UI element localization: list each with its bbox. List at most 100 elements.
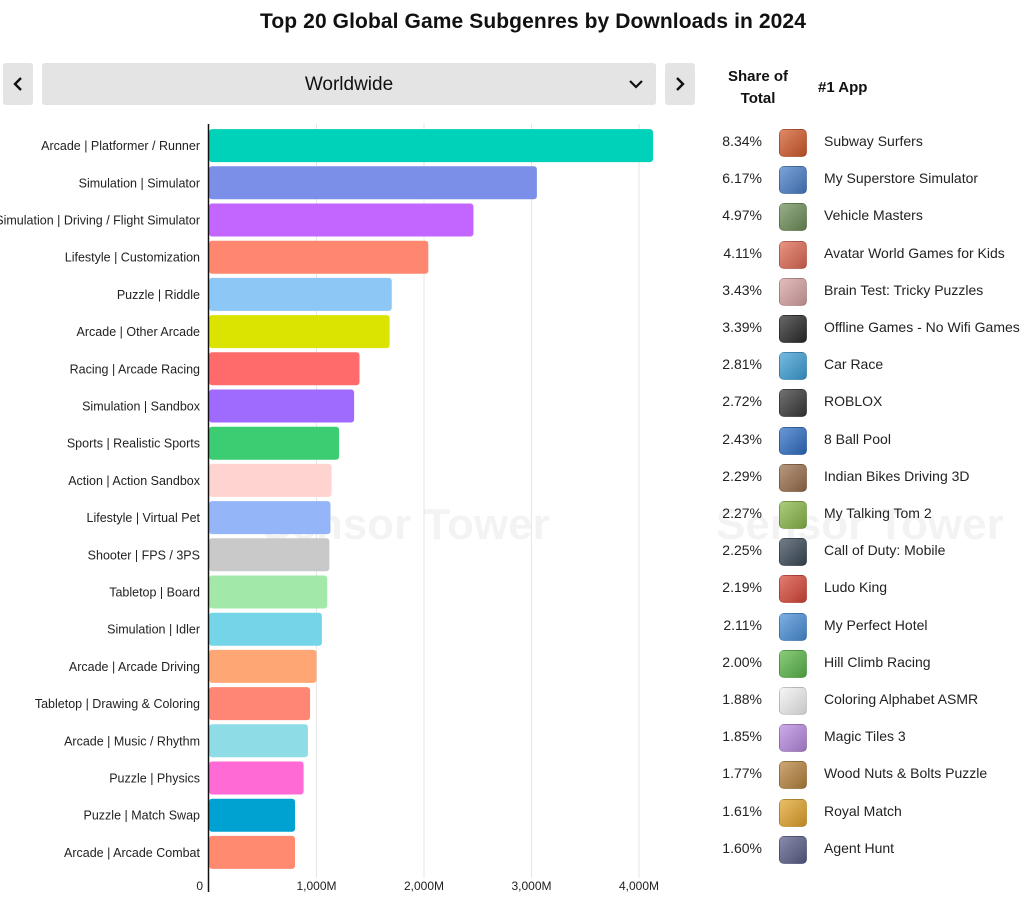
table-row: 4.11% Avatar World Games for Kids <box>720 235 1024 272</box>
share-value: 6.17% <box>722 170 762 187</box>
app-name[interactable]: Ludo King <box>824 579 888 596</box>
bar[interactable] <box>209 203 474 237</box>
bar[interactable] <box>209 129 653 163</box>
table-row: 3.39% Offline Games - No Wifi Games <box>720 309 1024 346</box>
share-value: 2.72% <box>722 393 762 410</box>
my-perfect-hotel-icon <box>779 612 807 641</box>
app-name[interactable]: Magic Tiles 3 <box>824 728 906 745</box>
table-row: 2.19% Ludo King <box>720 569 1024 606</box>
app-name[interactable]: ROBLOX <box>824 393 883 410</box>
app-name[interactable]: Call of Duty: Mobile <box>824 542 946 559</box>
bar[interactable] <box>209 798 295 832</box>
table-row: 1.60% Agent Hunt <box>720 830 1024 867</box>
table-row: 3.43% Brain Test: Tricky Puzzles <box>720 272 1024 309</box>
app-name[interactable]: Offline Games - No Wifi Games <box>824 319 1020 335</box>
share-value: 4.11% <box>723 244 762 261</box>
category-label: Puzzle | Riddle <box>117 288 200 302</box>
table-row: 2.25% Call of Duty: Mobile <box>720 532 1024 569</box>
table-row: 2.11% My Perfect Hotel <box>720 607 1024 644</box>
bar[interactable] <box>209 166 537 200</box>
bar[interactable] <box>209 463 332 497</box>
share-value: 1.61% <box>722 802 762 819</box>
category-label: Simulation | Sandbox <box>82 400 201 414</box>
brain-test-icon <box>779 277 807 306</box>
bar[interactable] <box>209 501 331 535</box>
indian-bikes-icon <box>779 463 807 492</box>
category-label: Simulation | Driving / Flight Simulator <box>0 214 200 228</box>
app-name[interactable]: Avatar World Games for Kids <box>824 244 1005 261</box>
category-label: Shooter | FPS / 3PS <box>88 548 200 562</box>
coloring-alphabet-icon <box>779 687 807 715</box>
my-talking-tom-icon <box>779 501 807 529</box>
region-dropdown[interactable]: Worldwide <box>42 63 656 105</box>
bar-chart: Arcade | Platformer / Runner Simulation |… <box>0 124 659 893</box>
bar[interactable] <box>209 761 304 795</box>
category-label: Tabletop | Board <box>109 586 200 600</box>
bar[interactable] <box>209 352 360 386</box>
share-value: 2.27% <box>722 505 762 521</box>
hill-climb-racing-icon <box>779 649 807 678</box>
bar[interactable] <box>209 240 429 274</box>
share-value: 8.34% <box>722 133 762 149</box>
share-value: 2.00% <box>722 653 762 670</box>
app-name[interactable]: Vehicle Masters <box>824 207 923 224</box>
category-label: Sports | Realistic Sports <box>67 437 200 451</box>
app-name[interactable]: Agent Hunt <box>824 839 895 856</box>
app-name[interactable]: My Talking Tom 2 <box>824 505 932 521</box>
agent-hunt-icon <box>779 835 807 864</box>
app-name[interactable]: Car Race <box>824 356 884 373</box>
app-name[interactable]: Brain Test: Tricky Puzzles <box>824 281 984 298</box>
chevron-left-icon <box>13 77 22 91</box>
app-name[interactable]: Hill Climb Racing <box>824 653 931 670</box>
table-row: 8.34% Subway Surfers <box>720 123 1024 160</box>
car-race-icon <box>779 352 807 381</box>
table-row: 1.77% Wood Nuts & Bolts Puzzle <box>720 755 1024 792</box>
share-value: 3.43% <box>722 281 762 298</box>
category-label: Lifestyle | Customization <box>65 251 200 265</box>
category-label: Puzzle | Physics <box>109 772 200 786</box>
category-label: Lifestyle | Virtual Pet <box>87 511 201 525</box>
table-row: 2.72% ROBLOX <box>720 383 1024 420</box>
watermark: Sensor Tower <box>716 500 1004 550</box>
bar[interactable] <box>209 575 328 609</box>
app-name[interactable]: Coloring Alphabet ASMR <box>824 691 979 707</box>
bar[interactable] <box>209 277 392 311</box>
app-name[interactable]: My Superstore Simulator <box>824 170 979 187</box>
bar[interactable] <box>209 389 355 423</box>
share-value: 3.39% <box>722 319 762 335</box>
magic-tiles-icon <box>779 724 807 753</box>
share-value: 2.43% <box>722 430 762 447</box>
category-label: Arcade | Arcade Combat <box>64 846 200 860</box>
share-value: 1.60% <box>722 839 762 856</box>
avatar-world-icon <box>779 240 807 269</box>
chevron-right-icon <box>676 77 685 91</box>
app-name[interactable]: 8 Ball Pool <box>824 430 891 447</box>
bar[interactable] <box>209 426 340 460</box>
app-name[interactable]: Indian Bikes Driving 3D <box>824 467 970 484</box>
category-label: Tabletop | Drawing & Coloring <box>35 697 200 711</box>
share-value: 1.85% <box>722 728 762 745</box>
previous-region-button[interactable] <box>3 63 33 105</box>
bar[interactable] <box>209 538 330 572</box>
bar[interactable] <box>209 835 295 869</box>
bar[interactable] <box>209 687 311 721</box>
app-name[interactable]: Wood Nuts & Bolts Puzzle <box>824 765 988 782</box>
call-of-duty-icon <box>779 538 807 567</box>
my-superstore-simulator-icon <box>779 166 807 195</box>
8-ball-pool-icon <box>779 426 807 455</box>
share-value: 2.25% <box>722 542 762 559</box>
wood-nuts-bolts-icon <box>779 761 807 790</box>
bar[interactable] <box>209 315 390 349</box>
bar[interactable] <box>209 612 322 646</box>
next-region-button[interactable] <box>665 63 695 105</box>
roblox-icon <box>779 389 807 418</box>
app-name[interactable]: Royal Match <box>824 802 902 819</box>
bar[interactable] <box>209 724 308 758</box>
x-tick-label: 3,000M <box>511 879 551 893</box>
bar[interactable] <box>209 649 317 683</box>
app-name[interactable]: My Perfect Hotel <box>824 616 928 633</box>
royal-match-icon <box>779 798 807 827</box>
table-row: 1.85% Magic Tiles 3 <box>720 718 1024 755</box>
app-name[interactable]: Subway Surfers <box>824 133 923 149</box>
table-row: 6.17% My Superstore Simulator <box>720 160 1024 197</box>
